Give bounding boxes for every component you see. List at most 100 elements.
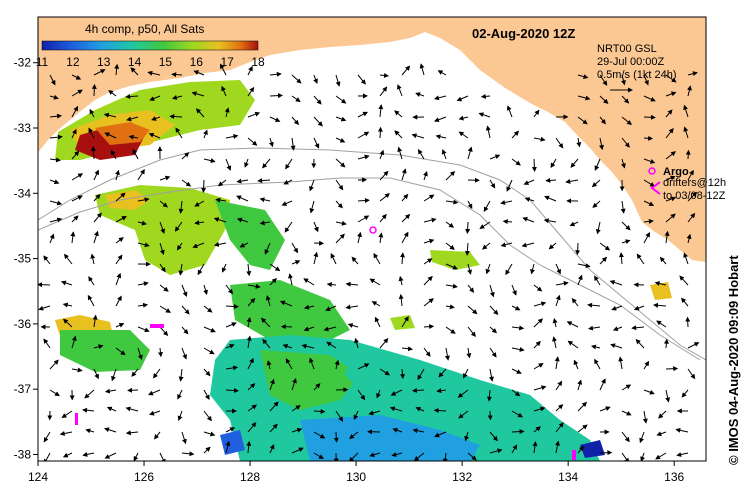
current-arrow xyxy=(620,200,626,214)
current-arrow xyxy=(620,158,626,169)
x-axis-ticks: 124 126 128 130 132 134 136 xyxy=(28,461,685,484)
current-arrow xyxy=(618,252,624,265)
current-arrow xyxy=(181,152,190,160)
current-arrow xyxy=(533,406,546,412)
current-arrow xyxy=(485,263,491,275)
current-arrow xyxy=(157,347,163,358)
current-arrow xyxy=(159,200,168,208)
current-arrow xyxy=(236,217,249,223)
current-arrow xyxy=(577,274,583,286)
current-arrow xyxy=(333,431,339,443)
current-arrow xyxy=(246,263,252,277)
current-arrow xyxy=(38,305,51,311)
current-arrow xyxy=(259,220,271,226)
current-arrow xyxy=(511,444,518,454)
current-arrow xyxy=(148,132,161,139)
current-arrow xyxy=(396,84,403,97)
current-arrow xyxy=(71,89,83,97)
current-arrow xyxy=(345,304,359,310)
current-arrow xyxy=(434,95,447,101)
current-arrow xyxy=(533,340,541,349)
current-arrow xyxy=(687,342,700,349)
current-arrow xyxy=(177,410,183,421)
current-arrow xyxy=(194,200,205,207)
current-arrow xyxy=(335,137,346,143)
current-arrow xyxy=(181,347,188,360)
current-arrow xyxy=(445,304,455,310)
current-arrow xyxy=(246,440,252,454)
current-arrow xyxy=(335,179,344,191)
current-arrow xyxy=(489,179,496,189)
current-arrow xyxy=(313,74,318,85)
current-arrow xyxy=(171,72,183,78)
current-arrow xyxy=(213,217,227,223)
current-arrow xyxy=(555,281,569,286)
current-arrow xyxy=(577,379,583,391)
current-arrow xyxy=(621,74,626,86)
current-arrow xyxy=(379,72,389,78)
current-arrow xyxy=(194,220,205,226)
current-arrow xyxy=(371,301,381,307)
current-arrow xyxy=(195,108,205,118)
current-arrow xyxy=(532,441,538,454)
current-arrow xyxy=(49,389,60,397)
current-arrow xyxy=(347,323,359,328)
current-arrow xyxy=(247,404,258,412)
current-arrow xyxy=(369,278,381,286)
current-arrow xyxy=(397,146,403,160)
current-arrow xyxy=(62,302,73,308)
current-arrow xyxy=(247,422,257,433)
x-tick-label: 128 xyxy=(240,470,260,484)
current-arrow xyxy=(379,213,387,223)
current-arrow xyxy=(533,318,544,328)
current-arrow xyxy=(313,137,320,149)
current-arrow xyxy=(522,217,535,223)
current-arrow xyxy=(467,200,473,209)
current-arrow xyxy=(489,347,497,358)
current-arrow xyxy=(335,410,344,422)
current-arrow xyxy=(49,179,60,185)
current-arrow xyxy=(642,410,648,424)
current-arrow xyxy=(357,363,370,370)
current-arrow xyxy=(220,63,227,76)
current-arrow xyxy=(70,231,76,244)
current-arrow xyxy=(309,357,315,370)
current-arrow xyxy=(436,388,447,394)
current-arrow xyxy=(575,242,581,256)
current-arrow xyxy=(621,239,631,245)
current-arrow xyxy=(203,326,216,333)
current-arrow xyxy=(159,263,166,273)
current-arrow xyxy=(115,295,122,307)
current-arrow xyxy=(621,116,632,126)
current-arrow xyxy=(544,195,557,202)
current-arrow xyxy=(353,410,359,421)
current-arrow xyxy=(82,452,95,457)
current-arrow xyxy=(530,263,535,275)
current-arrow xyxy=(203,410,212,422)
x-tick-label: 124 xyxy=(28,470,48,484)
current-arrow xyxy=(137,197,150,203)
current-arrow xyxy=(221,85,227,97)
current-arrow xyxy=(264,242,271,255)
current-arrow xyxy=(43,338,51,349)
current-arrow xyxy=(665,196,677,202)
current-arrow xyxy=(131,368,139,377)
current-arrow xyxy=(91,83,97,97)
current-arrow xyxy=(115,272,122,286)
current-arrow xyxy=(394,130,403,139)
current-arrow xyxy=(49,74,56,86)
current-arrow xyxy=(291,74,302,84)
current-arrow xyxy=(354,337,359,349)
current-arrow xyxy=(285,158,293,170)
current-arrow xyxy=(203,431,216,437)
current-arrow xyxy=(577,424,588,433)
x-tick-label: 126 xyxy=(134,470,154,484)
current-arrow xyxy=(203,305,213,313)
current-arrow xyxy=(389,406,403,412)
current-arrow xyxy=(193,70,205,76)
y-tick-label: -32 xyxy=(14,56,32,70)
current-arrow xyxy=(377,126,383,139)
current-arrow xyxy=(577,401,587,412)
current-arrow xyxy=(595,221,601,235)
current-arrow xyxy=(599,74,608,86)
